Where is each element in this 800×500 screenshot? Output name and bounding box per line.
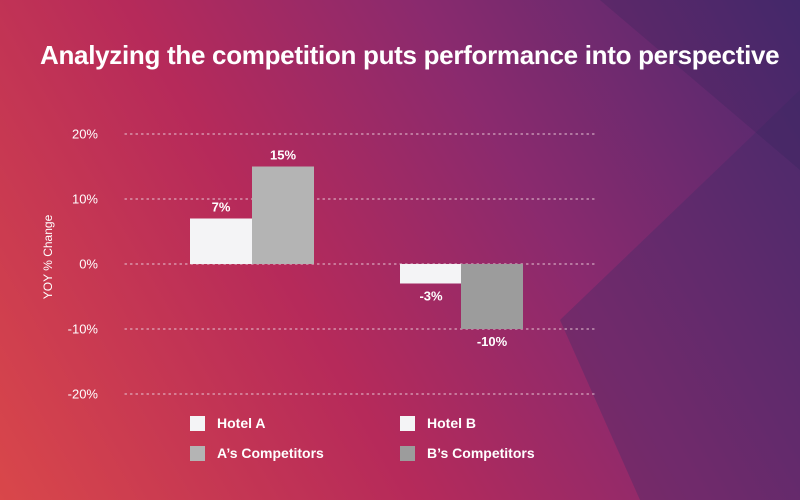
bar: [461, 264, 523, 329]
y-tick-label: 20%: [72, 127, 98, 142]
bar: [252, 166, 314, 264]
bar: [190, 218, 252, 264]
y-tick-label: -20%: [68, 387, 99, 402]
bar: [400, 264, 462, 284]
data-label: 15%: [270, 148, 296, 163]
y-tick-label: 0%: [79, 257, 98, 272]
y-tick-label: -10%: [68, 322, 99, 337]
data-label: 7%: [212, 200, 231, 215]
chart-title: Analyzing the competition puts performan…: [40, 40, 780, 70]
data-label: -3%: [419, 289, 443, 304]
y-axis-label: YOY % Change: [41, 214, 55, 299]
y-tick-label: 10%: [72, 192, 98, 207]
data-label: -10%: [477, 334, 508, 349]
